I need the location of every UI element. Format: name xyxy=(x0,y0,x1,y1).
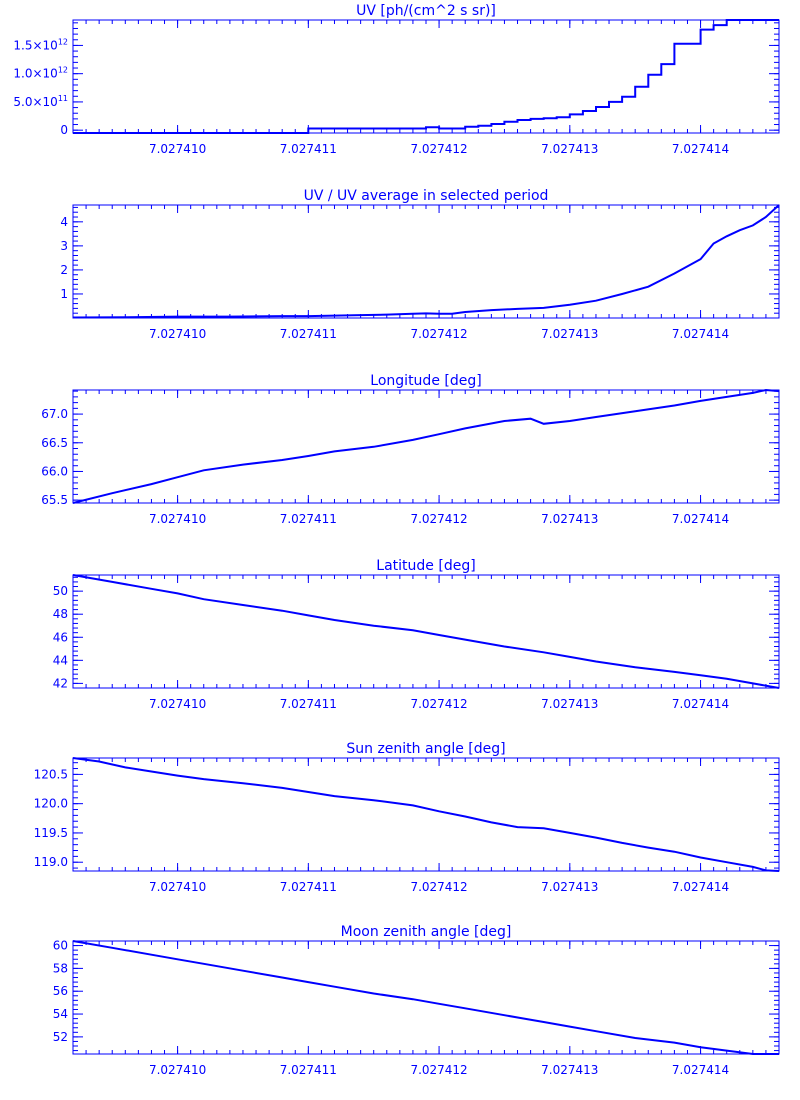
x-tick-label: 7.027414 xyxy=(672,1063,729,1077)
y-tick-label: 119.5 xyxy=(34,826,68,840)
chart-panel: Latitude [deg] 7.027410 7.027411 7.027412 7.… xyxy=(53,558,780,711)
x-tick-label: 7.027413 xyxy=(541,1063,598,1077)
x-tick-label: 7.027413 xyxy=(541,697,598,711)
x-tick-label: 7.027413 xyxy=(541,880,598,894)
x-tick-label: 7.027410 xyxy=(149,142,206,156)
y-tick-label: 58 xyxy=(53,961,68,975)
x-tick-label: 7.027414 xyxy=(672,880,729,894)
x-tick-label: 7.027412 xyxy=(410,880,467,894)
y-tick-label: 46 xyxy=(53,630,68,644)
x-tick-label: 7.027411 xyxy=(280,142,337,156)
y-tick-label: 48 xyxy=(53,607,68,621)
y-tick-label: 3 xyxy=(60,239,68,253)
y-tick-label: 67.0 xyxy=(41,407,68,421)
y-tick-label: 60 xyxy=(53,939,68,953)
x-tick-label: 7.027412 xyxy=(410,512,467,526)
y-tick-label: 54 xyxy=(53,1007,68,1021)
y-tick-label: 42 xyxy=(53,676,68,690)
y-tick-label: 4 xyxy=(60,215,68,229)
series-line xyxy=(72,204,780,319)
y-tick-label: 120.5 xyxy=(34,767,68,781)
y-tick-label: 120.0 xyxy=(34,797,68,811)
x-tick-label: 7.027411 xyxy=(280,327,337,341)
chart-title: UV [ph/(cm^2 s sr)] xyxy=(356,3,496,19)
y-tick-label: 1.0×1012 xyxy=(13,66,68,81)
y-tick-label: 52 xyxy=(53,1030,68,1044)
chart-title: Moon zenith angle [deg] xyxy=(341,924,512,940)
x-tick-label: 7.027410 xyxy=(149,1063,206,1077)
x-tick-label: 7.027414 xyxy=(672,327,729,341)
chart-panel: Longitude [deg] 7.027410 7.027411 7.027412 7… xyxy=(41,373,780,526)
series-line xyxy=(72,757,780,872)
plot-frame xyxy=(72,389,780,504)
plot-frame xyxy=(72,204,780,319)
x-tick-label: 7.027412 xyxy=(410,142,467,156)
chart-panel: Sun zenith angle [deg] 7.027410 7.027411 7.… xyxy=(34,741,780,894)
x-tick-label: 7.027414 xyxy=(672,512,729,526)
series-line xyxy=(72,940,779,1055)
x-tick-label: 7.027412 xyxy=(410,1063,467,1077)
plot-frame xyxy=(72,19,780,134)
y-tick-label: 119.0 xyxy=(34,855,68,869)
x-tick-label: 7.027412 xyxy=(410,327,467,341)
y-tick-label: 65.5 xyxy=(41,493,68,507)
x-tick-label: 7.027411 xyxy=(280,1063,337,1077)
y-tick-label: 1 xyxy=(60,287,68,301)
chart-title: UV / UV average in selected period xyxy=(304,188,549,204)
y-tick-label: 2 xyxy=(60,263,68,277)
x-tick-label: 7.027411 xyxy=(280,880,337,894)
series-line xyxy=(72,388,780,504)
series-line xyxy=(73,19,779,134)
x-tick-label: 7.027414 xyxy=(672,142,729,156)
chart-title: Latitude [deg] xyxy=(376,558,475,574)
y-tick-label: 0 xyxy=(60,123,68,137)
chart-panel: Moon zenith angle [deg] 7.027410 7.027411 7… xyxy=(53,924,780,1077)
y-tick-label: 66.0 xyxy=(41,464,68,478)
plot-frame xyxy=(72,940,780,1055)
x-tick-label: 7.027413 xyxy=(541,512,598,526)
series-line xyxy=(72,574,780,689)
chart-title: Longitude [deg] xyxy=(370,373,481,389)
y-tick-label: 44 xyxy=(53,653,68,667)
x-tick-label: 7.027413 xyxy=(541,142,598,156)
x-tick-label: 7.027410 xyxy=(149,512,206,526)
y-tick-label: 5.0×1011 xyxy=(13,94,68,109)
x-tick-label: 7.027410 xyxy=(149,697,206,711)
x-tick-label: 7.027413 xyxy=(541,327,598,341)
x-tick-label: 7.027410 xyxy=(149,327,206,341)
chart-panel: UV [ph/(cm^2 s sr)] 7.027410 7.027411 7.027… xyxy=(13,3,780,156)
x-tick-label: 7.027411 xyxy=(280,697,337,711)
chart-title: Sun zenith angle [deg] xyxy=(346,741,505,757)
x-tick-label: 7.027414 xyxy=(672,697,729,711)
chart-panel: UV / UV average in selected period 7.0274… xyxy=(60,188,780,341)
x-tick-label: 7.027411 xyxy=(280,512,337,526)
y-tick-label: 66.5 xyxy=(41,436,68,450)
y-tick-label: 56 xyxy=(53,984,68,998)
y-tick-label: 50 xyxy=(53,584,68,598)
x-tick-label: 7.027410 xyxy=(149,880,206,894)
y-tick-label: 1.5×1012 xyxy=(13,37,68,52)
x-tick-label: 7.027412 xyxy=(410,697,467,711)
